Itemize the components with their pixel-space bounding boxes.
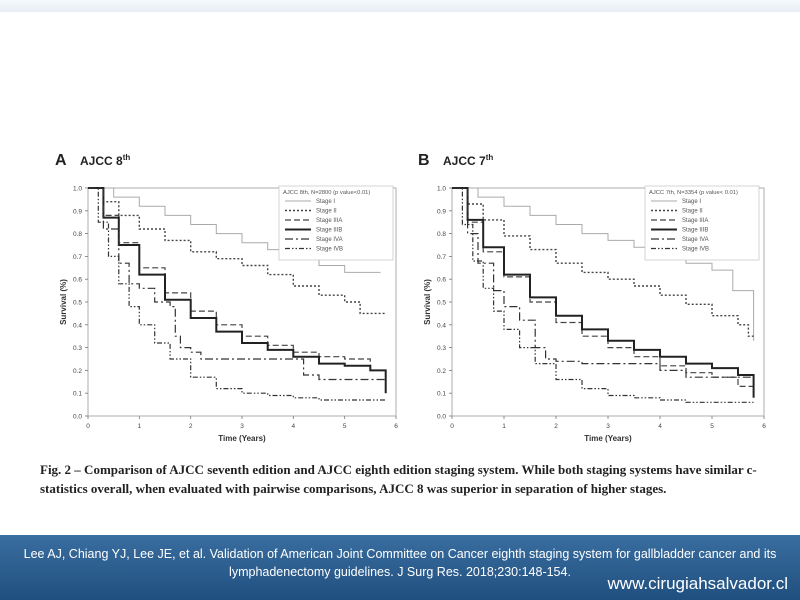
survival-curve-stage-ivb bbox=[452, 187, 754, 403]
x-axis-label: Time (Years) bbox=[218, 434, 266, 443]
legend-box bbox=[644, 185, 760, 261]
panel-title: AJCC 7th bbox=[443, 153, 493, 168]
x-tick-label: 6 bbox=[762, 423, 766, 430]
legend-entry: Stage IIIA bbox=[316, 218, 342, 224]
x-tick-label: 0 bbox=[450, 423, 454, 430]
y-tick-label: 1.0 bbox=[73, 186, 82, 193]
survival-curve-stage-iva bbox=[452, 187, 754, 378]
km-survival-figure: A AJCC 8th 0.0 0.1 0.2 0.3 0.4 0.5 0.6 0.7 0.8 0.9 1… bbox=[55, 152, 766, 443]
legend-title: AJCC 7th, N=3354 (p value< 0.01) bbox=[649, 190, 738, 196]
y-tick-label: 0.8 bbox=[73, 231, 82, 238]
panel-letter: B bbox=[418, 152, 430, 169]
slide-top-strip bbox=[0, 0, 800, 12]
y-tick-label: 0.7 bbox=[437, 254, 446, 261]
survival-curve-stage-iiib bbox=[88, 187, 387, 394]
x-tick-label: 1 bbox=[138, 423, 142, 430]
legend-entry: Stage I bbox=[316, 199, 335, 205]
legend-entry: Stage IVB bbox=[316, 247, 343, 253]
legend-box bbox=[278, 185, 394, 261]
x-tick-label: 4 bbox=[658, 423, 662, 430]
y-tick-label: 0.0 bbox=[73, 414, 82, 421]
y-tick-label: 0.9 bbox=[437, 208, 446, 215]
y-tick-label: 0.5 bbox=[73, 300, 82, 307]
citation-text: Lee AJ, Chiang YJ, Lee JE, et al. Valida… bbox=[23, 547, 777, 579]
legend-entry: Stage IIIA bbox=[682, 218, 708, 224]
y-tick-label: 0.2 bbox=[73, 368, 82, 375]
survival-curve-stage-ivb bbox=[88, 187, 386, 401]
survival-curve-stage-ii bbox=[88, 187, 386, 315]
blank-header-area bbox=[0, 12, 800, 152]
x-tick-label: 5 bbox=[343, 423, 347, 430]
legend-entry: Stage I bbox=[682, 199, 701, 205]
survival-curve-stage-i bbox=[452, 187, 755, 341]
x-tick-label: 1 bbox=[502, 423, 506, 430]
y-tick-label: 0.5 bbox=[437, 300, 446, 307]
legend-entry: Stage IIIB bbox=[316, 228, 342, 234]
y-tick-label: 0.1 bbox=[437, 391, 446, 398]
y-tick-label: 0.6 bbox=[73, 277, 82, 284]
y-axis-label: Survival (%) bbox=[423, 279, 432, 325]
x-tick-label: 5 bbox=[710, 423, 714, 430]
y-axis-label: Survival (%) bbox=[59, 279, 68, 325]
y-tick-label: 0.2 bbox=[437, 368, 446, 375]
y-tick-label: 0.4 bbox=[437, 322, 446, 329]
survival-curve-stage-ii bbox=[452, 187, 754, 337]
x-tick-label: 3 bbox=[240, 423, 244, 430]
panel-a-chart: A AJCC 8th 0.0 0.1 0.2 0.3 0.4 0.5 0.6 0.7 0.8 0.9 1… bbox=[55, 152, 398, 443]
panel-b-chart: B AJCC 7th 0.0 0.1 0.2 0.3 0.4 0.5 0.6 0.7 0.8 0.9 1… bbox=[418, 152, 766, 443]
y-tick-label: 1.0 bbox=[437, 186, 446, 193]
legend-entry: Stage IIIB bbox=[682, 228, 708, 234]
y-tick-label: 0.4 bbox=[73, 322, 82, 329]
x-tick-label: 2 bbox=[554, 423, 558, 430]
survival-curve-stage-iva bbox=[88, 187, 386, 381]
footer-bar: Lee AJ, Chiang YJ, Lee JE, et al. Valida… bbox=[0, 535, 800, 600]
y-tick-label: 0.8 bbox=[437, 231, 446, 238]
y-tick-label: 0.1 bbox=[73, 391, 82, 398]
figure-caption: Fig. 2 – Comparison of AJCC seventh edit… bbox=[40, 462, 757, 496]
x-tick-label: 6 bbox=[394, 423, 398, 430]
x-axis-label: Time (Years) bbox=[584, 434, 632, 443]
legend-entry: Stage IVA bbox=[316, 237, 343, 243]
x-tick-label: 2 bbox=[189, 423, 193, 430]
legend-entry: Stage IVA bbox=[682, 237, 709, 243]
legend-entry: Stage II bbox=[682, 209, 703, 215]
legend-entry: Stage II bbox=[316, 209, 337, 215]
survival-curve-stage-iiib bbox=[452, 187, 755, 398]
panel-title: AJCC 8th bbox=[80, 153, 130, 168]
y-tick-label: 0.3 bbox=[73, 345, 82, 352]
y-tick-label: 0.7 bbox=[73, 254, 82, 261]
y-tick-label: 0.6 bbox=[437, 277, 446, 284]
y-tick-label: 0.9 bbox=[73, 208, 82, 215]
x-tick-label: 3 bbox=[606, 423, 610, 430]
legend-entry: Stage IVB bbox=[682, 247, 709, 253]
legend-title: AJCC 8th, N=2800 (p value<0.01) bbox=[283, 190, 370, 196]
website-link[interactable]: www.cirugiahsalvador.cl bbox=[607, 574, 788, 593]
y-tick-label: 0.0 bbox=[437, 414, 446, 421]
survival-curve-stage-iiia bbox=[452, 187, 754, 387]
panel-letter: A bbox=[55, 152, 67, 169]
x-tick-label: 4 bbox=[292, 423, 296, 430]
x-tick-label: 0 bbox=[86, 423, 90, 430]
y-tick-label: 0.3 bbox=[437, 345, 446, 352]
